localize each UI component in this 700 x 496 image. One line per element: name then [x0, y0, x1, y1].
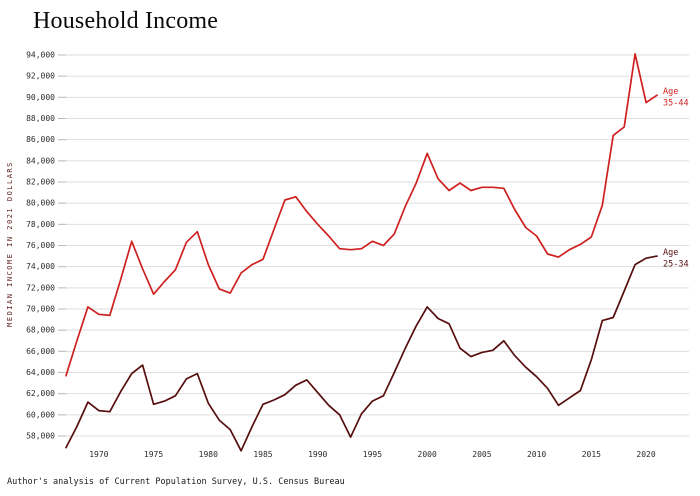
- y-tick-label: 68,000: [26, 326, 55, 335]
- x-tick-label: 2005: [472, 450, 491, 459]
- series-line-age-25-34: [65, 255, 658, 452]
- chart-title: Household Income: [33, 8, 219, 34]
- y-tick-label: 64,000: [26, 368, 55, 377]
- x-tick-label: 1970: [89, 450, 108, 459]
- y-tick-label: 58,000: [26, 432, 55, 441]
- x-tick-label: 1980: [199, 450, 218, 459]
- x-tick-label: 2010: [527, 450, 546, 459]
- y-tick-label: 70,000: [26, 305, 55, 314]
- y-tick-label: 92,000: [26, 72, 55, 81]
- y-tick-label: 74,000: [26, 262, 55, 271]
- y-tick-label: 76,000: [26, 241, 55, 250]
- series-label-age-35-44: Age 35-44: [663, 87, 689, 109]
- y-tick-label: 86,000: [26, 135, 55, 144]
- y-tick-label: 60,000: [26, 410, 55, 419]
- series-label-age-25-34: Age 25-34: [663, 248, 689, 270]
- x-tick-label: 1975: [144, 450, 163, 459]
- x-tick-label: 2015: [582, 450, 601, 459]
- y-tick-label: 62,000: [26, 389, 55, 398]
- x-tick-label: 1985: [253, 450, 272, 459]
- x-tick-label: 2000: [418, 450, 437, 459]
- x-tick-label: 2020: [636, 450, 655, 459]
- x-tick-label: 1995: [363, 450, 382, 459]
- y-tick-label: 88,000: [26, 114, 55, 123]
- y-tick-label: 78,000: [26, 220, 55, 229]
- y-tick-label: 80,000: [26, 199, 55, 208]
- x-tick-label: 1990: [308, 450, 327, 459]
- y-tick-label: 72,000: [26, 283, 55, 292]
- y-tick-label: 66,000: [26, 347, 55, 356]
- series-line-age-35-44: [65, 53, 658, 377]
- y-tick-label: 90,000: [26, 93, 55, 102]
- source-note: Author's analysis of Current Population …: [7, 477, 345, 487]
- y-tick-label: 84,000: [26, 156, 55, 165]
- y-tick-label: 94,000: [26, 51, 55, 60]
- y-tick-label: 82,000: [26, 178, 55, 187]
